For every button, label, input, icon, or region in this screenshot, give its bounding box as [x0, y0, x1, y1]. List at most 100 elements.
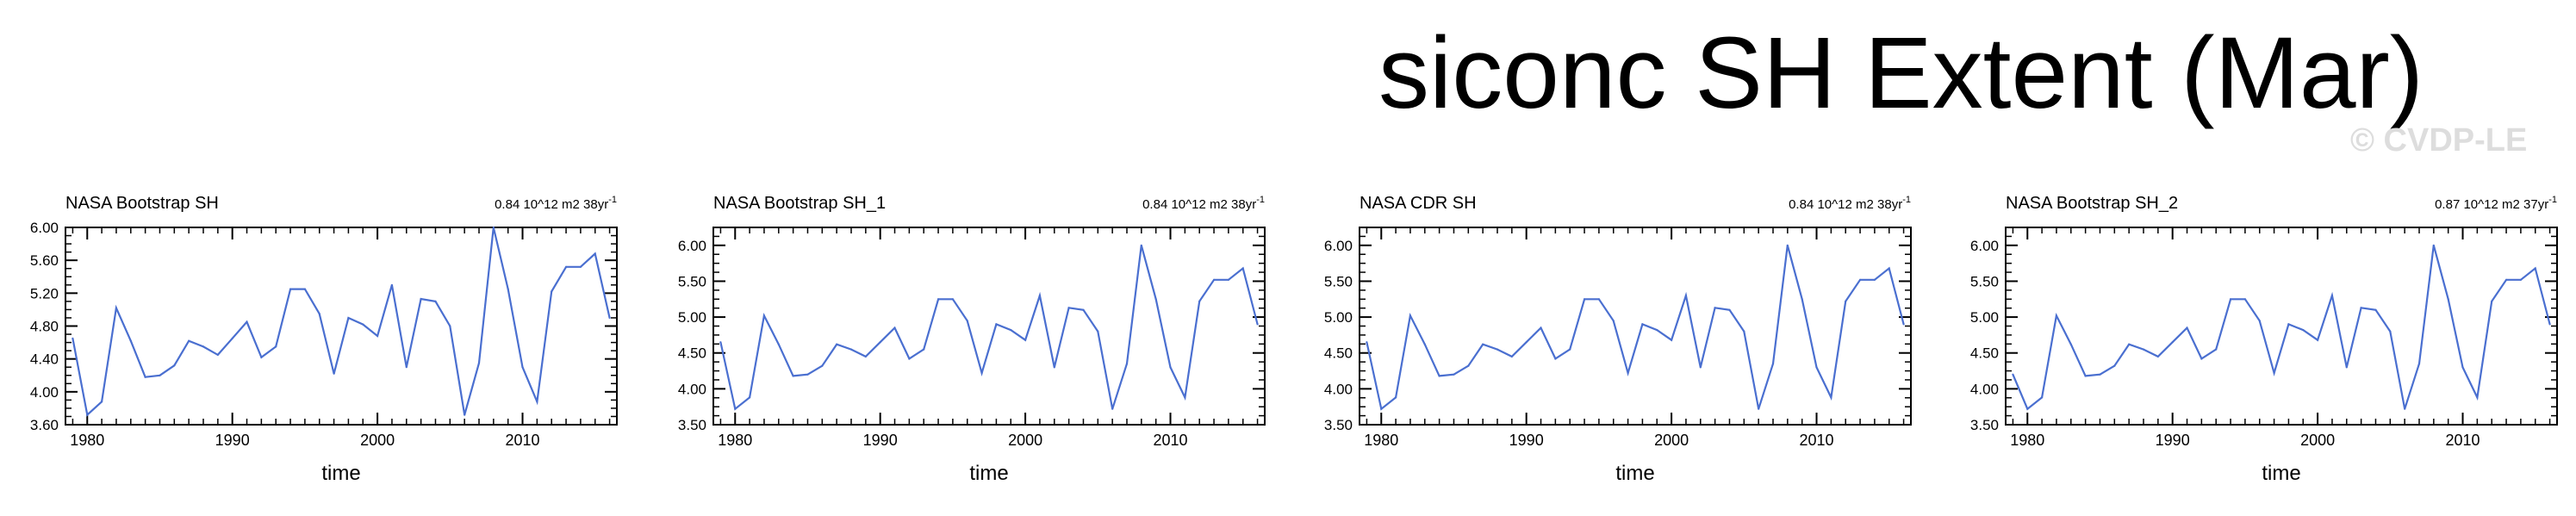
- data-point: [2461, 366, 2464, 369]
- data-point: [2519, 278, 2522, 281]
- data-point: [1010, 329, 1012, 332]
- data-point: [1714, 307, 1716, 309]
- data-point: [980, 371, 983, 375]
- data-point: [1888, 267, 1890, 270]
- data-point: [937, 298, 940, 301]
- data-point: [2012, 373, 2014, 376]
- plot-frame: [2005, 227, 2558, 426]
- data-point: [1743, 330, 1745, 333]
- data-point: [362, 323, 364, 326]
- data-point: [1540, 326, 1542, 329]
- data-point: [1859, 278, 1862, 281]
- y-tick-label: 4.80: [30, 319, 59, 335]
- data-point: [2432, 244, 2435, 246]
- data-point: [1801, 298, 1803, 301]
- data-point: [231, 337, 233, 339]
- data-point: [734, 407, 737, 410]
- data-point: [1140, 244, 1142, 246]
- series-line: [2012, 245, 2551, 411]
- data-point: [2548, 323, 2551, 326]
- y-tick-label: 4.00: [1970, 381, 1999, 397]
- data-point: [2215, 348, 2218, 351]
- plot-frame: [1359, 227, 1912, 426]
- data-point: [1758, 407, 1760, 410]
- y-tick-label: 3.50: [678, 417, 706, 433]
- data-point: [2258, 320, 2261, 322]
- plot-frame: [712, 227, 1266, 426]
- y-tick-label: 4.00: [678, 381, 706, 397]
- y-tick-label: 4.00: [30, 384, 59, 401]
- data-point: [806, 373, 809, 376]
- data-point: [2417, 363, 2421, 365]
- data-point: [1786, 244, 1789, 246]
- data-point: [1699, 366, 1702, 369]
- data-point: [1053, 366, 1055, 369]
- panel-title: NASA Bootstrap SH: [65, 194, 219, 213]
- data-point: [333, 372, 335, 375]
- data-point: [2345, 366, 2348, 369]
- y-tick-label: 5.50: [1970, 273, 1999, 289]
- x-tick-label: 1990: [1509, 432, 1544, 449]
- data-point: [995, 323, 998, 326]
- data-point: [260, 356, 263, 358]
- panel-title: NASA Bootstrap SH_1: [713, 194, 886, 213]
- data-point: [2287, 323, 2290, 326]
- data-point: [2156, 355, 2159, 357]
- x-tick-label: 2010: [506, 432, 540, 449]
- data-point: [2200, 357, 2203, 360]
- x-tick-label: 1980: [1364, 432, 1398, 449]
- data-point: [1067, 307, 1070, 309]
- y-tick-label: 3.60: [30, 417, 59, 433]
- data-point: [1111, 407, 1114, 410]
- trend-annotation-superscript: -1: [608, 195, 617, 205]
- data-point: [1125, 363, 1129, 365]
- data-point: [2447, 298, 2449, 301]
- data-point: [2389, 330, 2392, 333]
- data-point: [2273, 371, 2275, 375]
- data-point: [390, 283, 393, 286]
- data-point: [864, 355, 867, 357]
- data-point: [879, 341, 881, 344]
- trend-annotation-superscript: -1: [1256, 195, 1265, 205]
- data-point: [86, 413, 89, 416]
- data-point: [2026, 407, 2029, 410]
- data-point: [2505, 278, 2508, 281]
- figure-title: siconc SH Extent (Mar): [1378, 16, 2424, 130]
- data-point: [159, 374, 161, 376]
- trend-annotation-text: 0.87 10^12 m2 37yr: [2435, 197, 2548, 212]
- x-tick-label: 1990: [2156, 432, 2190, 449]
- data-point: [1256, 323, 1259, 326]
- x-tick-label: 2010: [2446, 432, 2480, 449]
- x-tick-label: 2000: [360, 432, 395, 449]
- y-tick-label: 5.50: [678, 273, 706, 289]
- x-axis-label: time: [2262, 462, 2300, 485]
- data-point: [2113, 364, 2116, 367]
- chart-panel-2: NASA Bootstrap SH_1 0.84 10^12 m2 38yr-1 1…: [678, 194, 1266, 485]
- data-point: [536, 401, 538, 403]
- data-point: [303, 288, 306, 290]
- data-point: [2317, 339, 2319, 341]
- data-point: [1227, 278, 1229, 281]
- data-point: [1525, 341, 1528, 344]
- x-tick-label: 1980: [2010, 432, 2044, 449]
- y-tick-label: 6.00: [678, 238, 706, 254]
- data-point: [1496, 348, 1499, 351]
- data-point: [2491, 300, 2493, 302]
- data-point: [836, 343, 838, 345]
- trend-annotation: 0.87 10^12 m2 37yr-1: [2435, 195, 2557, 212]
- data-point: [821, 364, 824, 367]
- x-axis-label: time: [1615, 462, 1654, 485]
- data-point: [2171, 341, 2174, 344]
- y-tick-label: 5.00: [1324, 309, 1353, 326]
- cvdp-le-watermark: © CVDP-LE: [2350, 122, 2528, 159]
- data-point: [246, 320, 248, 323]
- data-point: [1198, 300, 1201, 302]
- data-point: [2055, 314, 2057, 317]
- data-point: [129, 339, 132, 342]
- data-point: [1423, 343, 1426, 345]
- trend-annotation-superscript: -1: [1902, 195, 1911, 205]
- data-point: [1830, 396, 1832, 399]
- data-point: [749, 396, 751, 399]
- y-tick-label: 4.50: [678, 345, 706, 362]
